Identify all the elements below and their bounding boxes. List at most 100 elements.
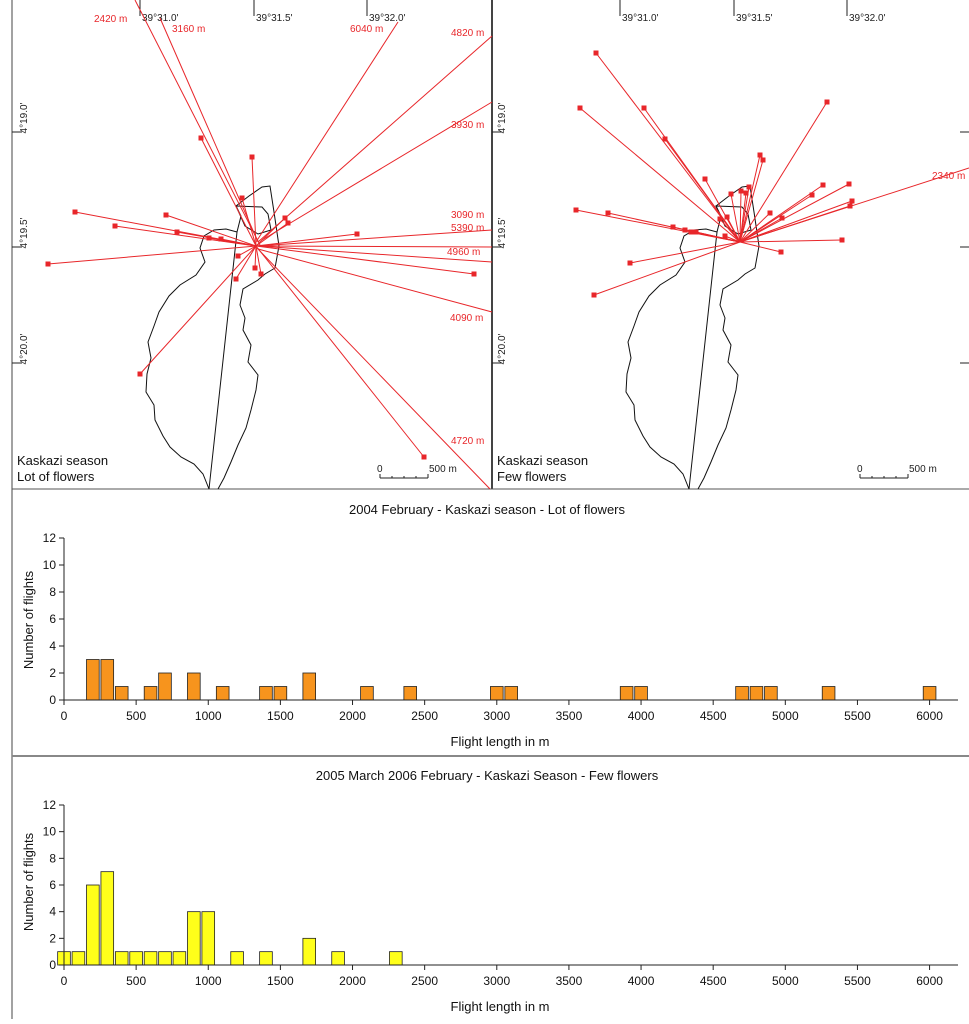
histogram-bar (923, 687, 936, 701)
y-tick-label: 4 (49, 905, 56, 919)
x-tick-label: 1500 (267, 974, 294, 988)
histogram-bar (620, 687, 633, 701)
histogram-bar (187, 673, 200, 700)
histogram-bar (361, 687, 374, 701)
histogram-few-flowers: 2005 March 2006 February - Kaskazi Seaso… (21, 768, 958, 1014)
chart-title: 2004 February - Kaskazi season - Lot of … (349, 502, 626, 517)
distance-label: 4720 m (451, 436, 484, 447)
x-tick-label: 4000 (628, 974, 655, 988)
y-tick-label: 10 (43, 558, 57, 572)
map-right-lon-label: 39°32.0' (849, 13, 886, 24)
bar-series (58, 872, 403, 965)
y-tick-label: 10 (43, 825, 57, 839)
flight-endpoint (283, 216, 288, 221)
x-tick-label: 6000 (916, 709, 943, 723)
x-tick-label: 500 (126, 974, 146, 988)
flight-endpoint (821, 183, 826, 188)
flight-endpoint (138, 372, 143, 377)
map-right-lon-label: 39°31.5' (736, 13, 773, 24)
histogram-bar (202, 912, 215, 965)
flight-endpoint (761, 158, 766, 163)
flight-line (140, 246, 256, 374)
map-right-lat-label: 4°19.5' (497, 217, 508, 248)
flight-endpoint (729, 192, 734, 197)
scalebar-zero: 0 (857, 464, 863, 475)
flight-line (740, 240, 842, 242)
distance-label: 3930 m (451, 120, 484, 131)
x-tick-label: 5000 (772, 709, 799, 723)
flight-endpoint (810, 193, 815, 198)
flight-endpoint (848, 204, 853, 209)
flight-line (740, 206, 850, 242)
flight-endpoint (758, 153, 763, 158)
flight-endpoint (164, 213, 169, 218)
histogram-bar (736, 687, 749, 701)
flight-endpoint (840, 238, 845, 243)
y-tick-label: 6 (49, 612, 56, 626)
x-tick-label: 4500 (700, 709, 727, 723)
map-left-lat-label: 4°19.0' (19, 102, 30, 133)
map-right: 39°31.0' 39°31.5' 39°32.0' 4°19.0' 4°19.… (492, 0, 969, 489)
histogram-bar (130, 952, 143, 965)
y-tick-label: 8 (49, 851, 56, 865)
flight-endpoint (207, 236, 212, 241)
x-tick-label: 5500 (844, 974, 871, 988)
flight-endpoint (250, 155, 255, 160)
flight-endpoint (725, 215, 730, 220)
flight-endpoint (642, 106, 647, 111)
flight-line (236, 246, 256, 279)
map-right-caption-sub: Few flowers (497, 469, 567, 484)
histogram-bar (144, 687, 157, 701)
flight-endpoint (234, 277, 239, 282)
x-tick-label: 3000 (483, 974, 510, 988)
flight-endpoint (694, 230, 699, 235)
flight-endpoint (683, 228, 688, 233)
y-tick-label: 12 (43, 798, 57, 812)
flight-endpoint (286, 221, 291, 226)
flight-endpoint (199, 136, 204, 141)
map-right-scalebar: 0 500 m (857, 464, 937, 478)
flight-line (256, 246, 474, 274)
flight-endpoint (472, 272, 477, 277)
map-right-lat-label: 4°19.0' (497, 102, 508, 133)
flight-endpoint (779, 250, 784, 255)
map-left-inner-boundary (236, 206, 271, 234)
x-tick-label: 1000 (195, 709, 222, 723)
flight-line (256, 218, 285, 246)
flight-endpoint (628, 261, 633, 266)
distance-label: 4820 m (451, 28, 484, 39)
y-tick-label: 4 (49, 639, 56, 653)
x-tick-label: 2500 (411, 974, 438, 988)
map-left-lat-ticks: 4°19.0' 4°19.5' 4°20.0' (12, 102, 30, 364)
y-tick-label: 6 (49, 878, 56, 892)
flight-endpoint (240, 196, 245, 201)
flight-endpoint (850, 199, 855, 204)
histogram-bar (303, 938, 316, 965)
flight-line (596, 53, 740, 242)
flight-line (740, 242, 781, 252)
histogram-lot-of-flowers: 2004 February - Kaskazi season - Lot of … (21, 502, 958, 749)
flight-endpoint (718, 217, 723, 222)
x-tick-label: 1500 (267, 709, 294, 723)
histogram-bar (490, 687, 503, 701)
histogram-bar (260, 952, 273, 965)
map-left-distance-labels: 2420 m 3160 m 6040 m 4820 m 3930 m 3090 … (94, 14, 484, 447)
flight-line (258, 249, 492, 312)
y-axis-label: Number of flights (21, 570, 36, 669)
map-right-lon-ticks: 39°31.0' 39°31.5' 39°32.0' (620, 0, 886, 24)
flight-endpoint (703, 177, 708, 182)
distance-label: 5390 m (451, 223, 484, 234)
y-tick-label: 12 (43, 531, 57, 545)
map-left-lat-label: 4°20.0' (19, 333, 30, 364)
y-axis-label: Number of flights (21, 832, 36, 931)
map-left-lon-label: 39°31.5' (256, 13, 293, 24)
distance-label: 2420 m (94, 14, 127, 25)
flight-endpoint (175, 230, 180, 235)
flight-endpoint (689, 230, 694, 235)
y-tick-label: 0 (49, 958, 56, 972)
histogram-bar (159, 952, 172, 965)
histogram-bar (144, 952, 157, 965)
histogram-bar (115, 952, 128, 965)
map-left-scalebar: 0 500 m (377, 464, 457, 478)
